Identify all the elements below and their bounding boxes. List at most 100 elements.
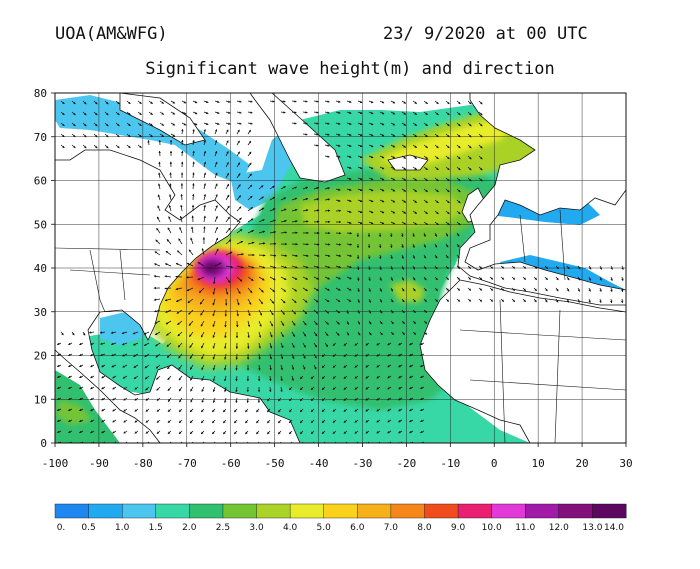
direction-arrow bbox=[236, 195, 241, 201]
direction-arrow bbox=[101, 375, 106, 379]
colorbar-label: 1.0 bbox=[115, 523, 130, 533]
direction-arrow bbox=[267, 397, 271, 402]
direction-arrow bbox=[144, 375, 150, 380]
direction-arrow bbox=[267, 419, 271, 424]
direction-arrow bbox=[289, 408, 293, 413]
direction-arrow bbox=[368, 144, 374, 148]
direction-arrow bbox=[398, 353, 403, 357]
direction-arrow bbox=[376, 430, 381, 434]
direction-arrow bbox=[123, 441, 128, 443]
direction-arrow bbox=[134, 408, 139, 412]
direction-arrow bbox=[247, 241, 255, 245]
direction-arrow bbox=[157, 205, 161, 212]
colorbar-swatch bbox=[390, 503, 425, 519]
direction-arrow bbox=[115, 111, 120, 116]
direction-arrow bbox=[302, 111, 308, 114]
direction-arrow bbox=[478, 133, 483, 138]
direction-arrow bbox=[434, 221, 439, 226]
direction-arrow bbox=[387, 375, 392, 379]
direction-arrow bbox=[247, 184, 253, 190]
direction-arrow bbox=[291, 100, 297, 103]
direction-arrow bbox=[357, 166, 363, 170]
y-tick-label: 50 bbox=[34, 218, 47, 231]
direction-arrow bbox=[387, 364, 392, 368]
direction-arrow bbox=[225, 239, 232, 245]
direction-arrow bbox=[155, 353, 161, 358]
direction-arrow bbox=[289, 430, 293, 435]
direction-arrow bbox=[354, 342, 359, 346]
border-lines bbox=[55, 209, 626, 443]
direction-arrow bbox=[445, 177, 450, 182]
direction-arrow bbox=[280, 298, 286, 304]
direction-arrow bbox=[390, 177, 396, 181]
direction-arrow bbox=[489, 287, 494, 291]
direction-arrow bbox=[478, 100, 483, 105]
direction-arrow bbox=[82, 144, 87, 149]
direction-arrow bbox=[212, 375, 216, 382]
direction-arrow bbox=[166, 353, 172, 358]
direction-arrow bbox=[544, 276, 548, 281]
direction-arrow bbox=[346, 133, 352, 136]
direction-arrow bbox=[235, 386, 238, 393]
direction-arrow bbox=[258, 185, 264, 190]
direction-arrow bbox=[224, 397, 227, 404]
direction-arrow bbox=[134, 441, 139, 443]
direction-arrow bbox=[110, 342, 117, 346]
direction-arrow bbox=[379, 210, 385, 214]
direction-arrow bbox=[291, 111, 297, 114]
direction-arrow bbox=[346, 210, 352, 213]
direction-arrow bbox=[256, 419, 260, 424]
y-tick-label: 0 bbox=[40, 437, 47, 450]
direction-arrow bbox=[379, 276, 382, 281]
x-tick-label: -10 bbox=[440, 457, 460, 470]
direction-arrow bbox=[156, 419, 161, 423]
direction-arrow bbox=[423, 155, 428, 160]
direction-arrow bbox=[269, 231, 277, 234]
direction-arrow bbox=[247, 265, 255, 269]
direction-arrow bbox=[167, 408, 172, 412]
direction-arrow bbox=[104, 111, 109, 116]
direction-arrow bbox=[401, 122, 407, 126]
direction-arrow bbox=[247, 230, 254, 234]
direction-arrow bbox=[90, 397, 95, 401]
direction-arrow bbox=[225, 251, 233, 256]
colorbar-label: 6.0 bbox=[350, 523, 365, 533]
direction-arrow bbox=[101, 386, 106, 390]
direction-arrow bbox=[467, 166, 472, 171]
direction-arrow bbox=[343, 386, 348, 390]
direction-arrow bbox=[280, 309, 285, 315]
direction-arrow bbox=[225, 287, 229, 295]
direction-arrow bbox=[379, 100, 385, 104]
direction-arrow bbox=[456, 144, 461, 149]
direction-arrow bbox=[164, 275, 172, 278]
direction-arrow bbox=[423, 100, 428, 105]
direction-arrow bbox=[82, 331, 86, 336]
direction-arrow bbox=[310, 397, 315, 402]
direction-arrow bbox=[236, 184, 241, 190]
direction-arrow bbox=[335, 287, 341, 291]
direction-arrow bbox=[409, 364, 414, 368]
direction-arrow bbox=[145, 408, 150, 412]
direction-arrow bbox=[409, 408, 414, 412]
direction-arrow bbox=[224, 353, 227, 360]
direction-arrow bbox=[115, 100, 120, 105]
direction-arrow bbox=[269, 100, 275, 103]
direction-arrow bbox=[434, 100, 439, 105]
direction-arrow bbox=[236, 162, 241, 168]
direction-arrow bbox=[201, 375, 205, 382]
direction-arrow bbox=[235, 375, 238, 382]
direction-arrow bbox=[111, 353, 117, 357]
direction-arrow bbox=[368, 254, 371, 260]
direction-arrow bbox=[346, 155, 352, 158]
direction-arrow bbox=[148, 111, 153, 115]
direction-arrow bbox=[156, 397, 161, 401]
direction-arrow bbox=[299, 375, 304, 380]
direction-arrow bbox=[236, 287, 241, 294]
direction-arrow bbox=[258, 219, 265, 223]
direction-arrow bbox=[189, 430, 194, 435]
direction-arrow bbox=[379, 144, 385, 148]
direction-arrow bbox=[214, 140, 218, 146]
direction-arrow bbox=[321, 408, 326, 412]
colorbar-swatch bbox=[289, 503, 325, 519]
direction-arrow bbox=[357, 265, 360, 271]
